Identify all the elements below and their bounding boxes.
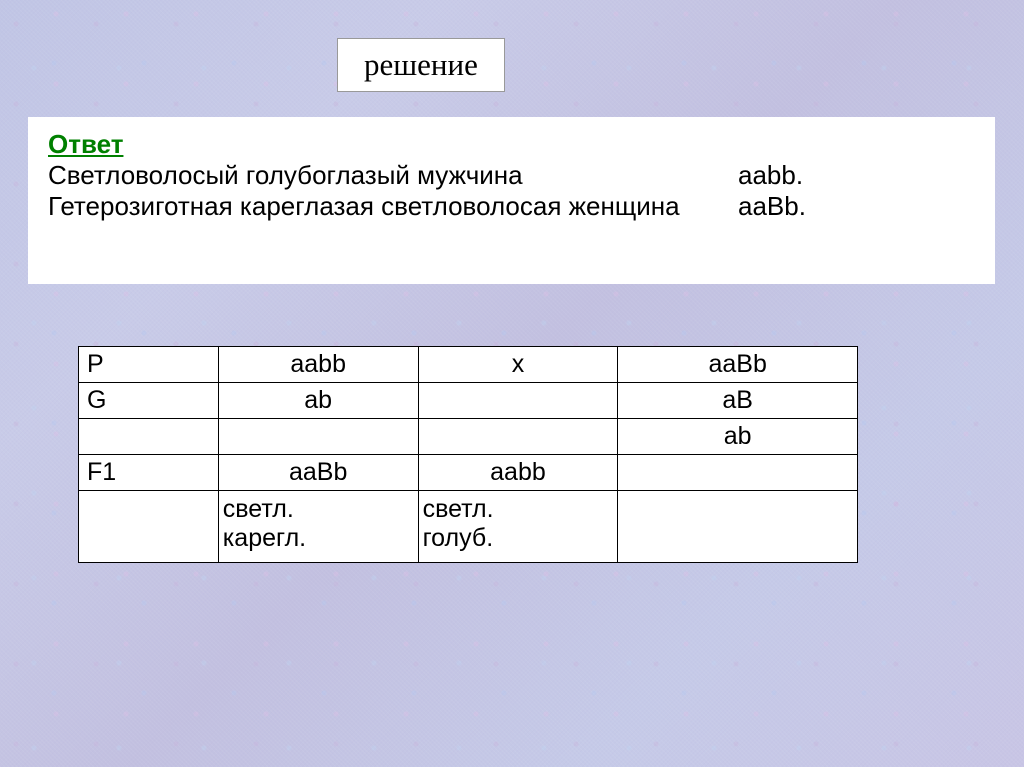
table-row: PaabbxaaBb: [79, 347, 858, 383]
table-cell: светл.карегл.: [218, 491, 418, 563]
table-cell: [218, 419, 418, 455]
slide-title: решение: [364, 47, 478, 82]
table-cell: aB: [618, 383, 858, 419]
answer-line-2: Гетерозиготная кареглазая светловолосая …: [48, 191, 975, 222]
cross-table: PaabbxaaBbGabaBabF1aaBbaabbсветл.карегл.…: [78, 346, 858, 563]
genetics-cross-table: PaabbxaaBbGabaBabF1aaBbaabbсветл.карегл.…: [78, 346, 858, 563]
table-cell: aaBb: [618, 347, 858, 383]
table-cell: [79, 491, 219, 563]
table-cell: ab: [218, 383, 418, 419]
table-row: светл.карегл.светл.голуб.: [79, 491, 858, 563]
answer-line-2-text: Гетерозиготная кареглазая светловолосая …: [48, 191, 738, 222]
answer-label: Ответ: [48, 129, 975, 160]
table-cell: [618, 491, 858, 563]
table-row: ab: [79, 419, 858, 455]
answer-line-1-genotype: aabb.: [738, 160, 803, 191]
table-cell: aabb: [218, 347, 418, 383]
answer-line-1: Светловолосый голубоглазый мужчина aabb.: [48, 160, 975, 191]
answer-line-1-text: Светловолосый голубоглазый мужчина: [48, 160, 738, 191]
table-row: F1aaBbaabb: [79, 455, 858, 491]
table-cell: G: [79, 383, 219, 419]
table-cell: aaBb: [218, 455, 418, 491]
answer-box: Ответ Светловолосый голубоглазый мужчина…: [28, 117, 995, 284]
table-cell: [418, 383, 618, 419]
table-cell: F1: [79, 455, 219, 491]
table-cell: светл.голуб.: [418, 491, 618, 563]
table-cell: P: [79, 347, 219, 383]
table-cell: [79, 419, 219, 455]
table-cell: [418, 419, 618, 455]
table-row: Gab aB: [79, 383, 858, 419]
table-cell: ab: [618, 419, 858, 455]
table-cell: x: [418, 347, 618, 383]
slide-title-box: решение: [337, 38, 505, 92]
answer-line-2-genotype: aaBb.: [738, 191, 806, 222]
table-cell: [618, 455, 858, 491]
table-cell: aabb: [418, 455, 618, 491]
